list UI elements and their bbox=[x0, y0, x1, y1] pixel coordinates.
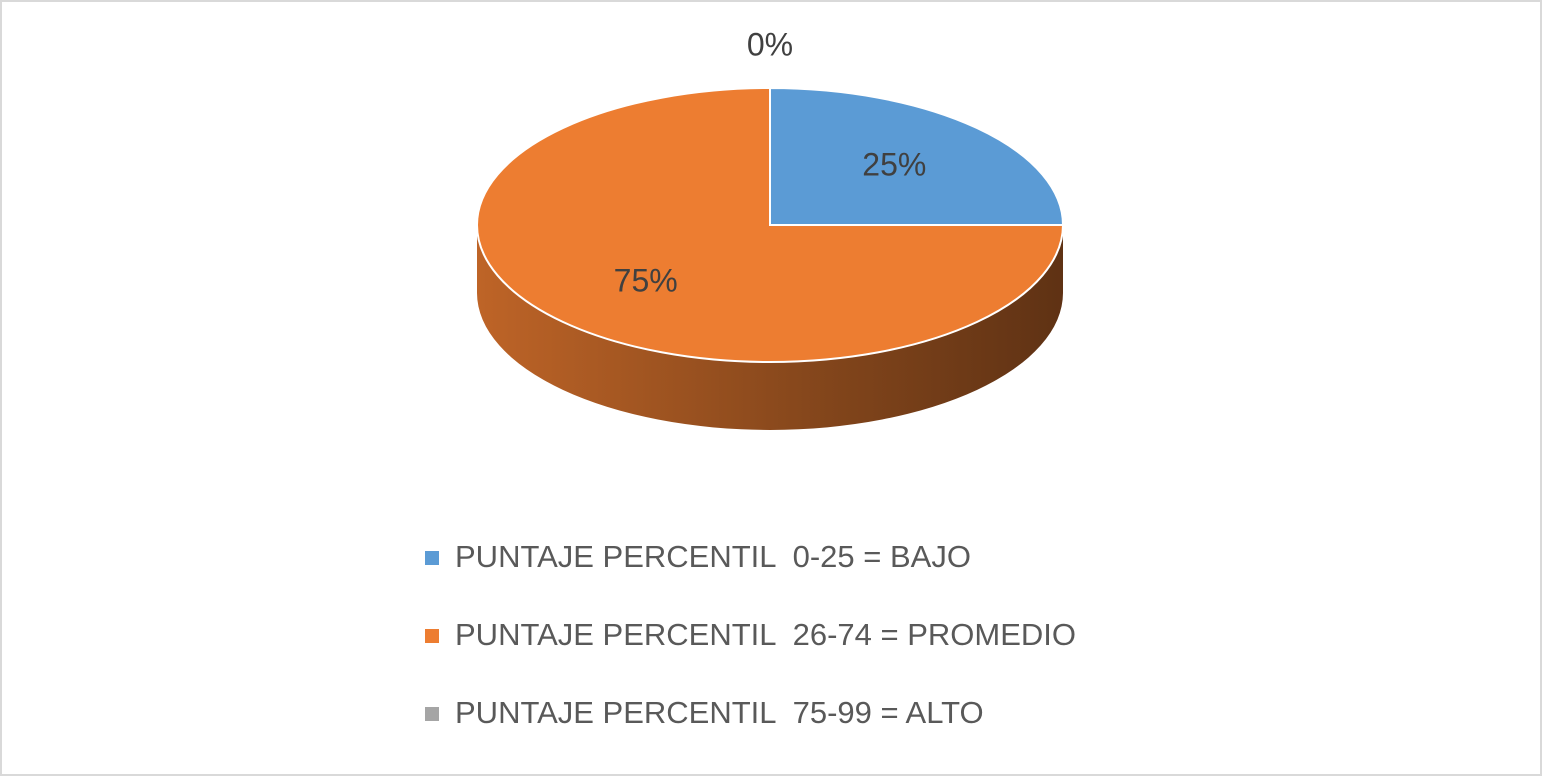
pie-slice bbox=[769, 86, 1065, 226]
data-label: 25% bbox=[862, 146, 926, 182]
legend-label: PUNTAJE PERCENTIL 0-25 = BAJO bbox=[455, 539, 971, 574]
data-label: 0% bbox=[747, 26, 793, 62]
pie-slice bbox=[476, 86, 1065, 363]
legend-swatch bbox=[425, 551, 439, 565]
legend-swatch bbox=[425, 707, 439, 721]
pie-side bbox=[477, 225, 1063, 430]
legend-label: PUNTAJE PERCENTIL 26-74 = PROMEDIO bbox=[455, 617, 1076, 652]
legend-label: PUNTAJE PERCENTIL 75-99 = ALTO bbox=[455, 695, 984, 730]
legend-swatch bbox=[425, 629, 439, 643]
data-label: 75% bbox=[614, 263, 678, 299]
